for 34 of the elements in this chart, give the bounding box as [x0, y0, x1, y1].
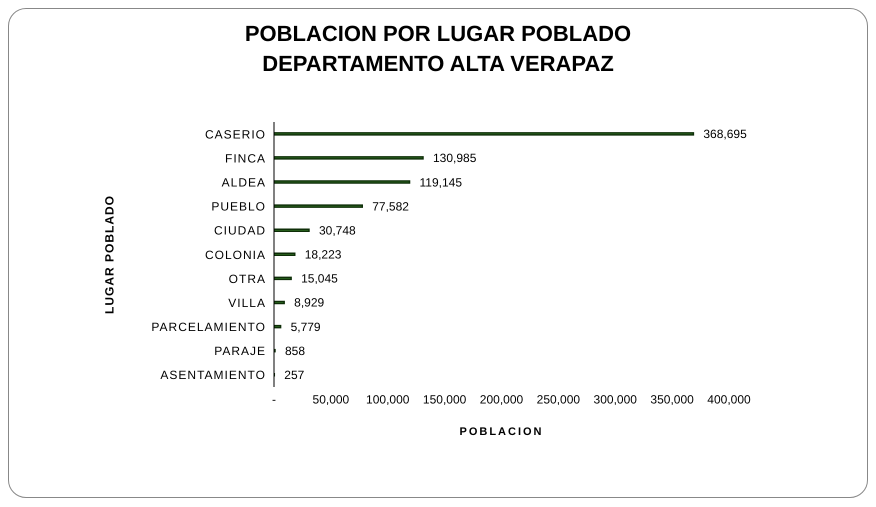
data-label: 8,929 — [294, 296, 325, 310]
y-tick-label: CASERIO — [204, 127, 266, 142]
x-tick-label: 400,000 — [707, 392, 752, 407]
y-tick-label: PARAJE — [214, 344, 266, 358]
data-label: 5,779 — [290, 320, 321, 334]
x-tick-label: - — [272, 392, 276, 407]
data-label: 15,045 — [301, 272, 338, 286]
y-tick-label: ASENTAMIENTO — [160, 368, 266, 382]
y-tick-label: PARCELAMIENTO — [151, 320, 266, 334]
y-tick-label: ALDEA — [222, 175, 266, 190]
x-tick-label: 50,000 — [312, 392, 350, 407]
y-tick-label: VILLA — [228, 296, 266, 310]
data-label: 30,748 — [318, 223, 356, 238]
data-label: 257 — [284, 368, 305, 382]
data-label: 130,985 — [432, 151, 477, 166]
data-label: 858 — [284, 344, 306, 358]
data-label: 18,223 — [304, 248, 342, 262]
y-tick-label: COLONIA — [204, 248, 266, 262]
x-tick-label: 150,000 — [422, 392, 467, 407]
y-tick-label: CIUDAD — [214, 224, 266, 238]
data-label: 119,145 — [420, 175, 462, 190]
x-axis-title: POBLACION — [460, 426, 544, 438]
y-tick-label: PUEBLO — [211, 200, 266, 214]
y-tick-label: FINCA — [225, 151, 266, 166]
x-tick-label: 250,000 — [536, 392, 580, 407]
chart-title: POBLACION POR LUGAR POBLADO DEPARTAMENTO ALTA VERAPAZ — [244, 20, 632, 78]
x-tick-label: 350,000 — [650, 392, 694, 407]
y-tick-label: OTRA — [228, 272, 266, 286]
x-tick-label: 300,000 — [594, 392, 638, 407]
x-tick-label: 200,000 — [480, 392, 524, 407]
data-label: 77,582 — [372, 199, 410, 214]
x-tick-label: 100,000 — [366, 392, 410, 407]
y-axis-title: LUGAR POBLADO — [102, 195, 116, 314]
data-label: 368,695 — [703, 127, 748, 142]
